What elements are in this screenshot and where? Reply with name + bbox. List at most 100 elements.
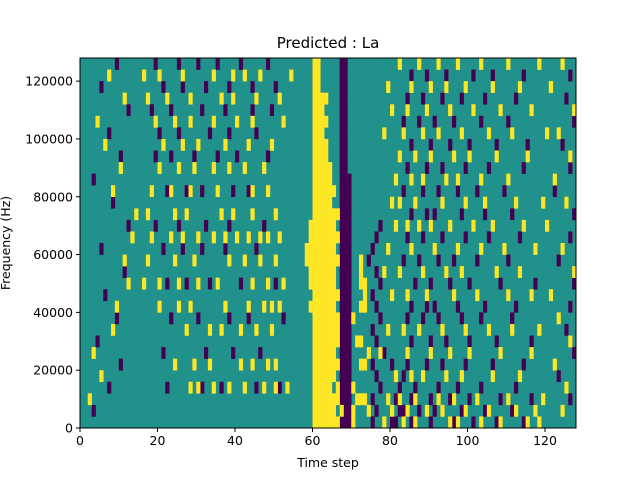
heatmap-cell-high [324,243,329,255]
heatmap-cell-high [266,231,271,244]
heatmap-cell-high [173,254,178,267]
heatmap-cell-low [568,393,573,406]
heatmap-cell-high [188,185,193,198]
y-axis: 0 20000 40000 60000 80000 100000 120000 [25,74,80,436]
heatmap-cell-high [320,312,325,325]
heatmap-cell-low [510,208,515,221]
heatmap-cell-high [405,289,410,302]
heatmap-cell-high [320,104,325,117]
heatmap-cell-low [339,138,344,151]
heatmap-cell-high [401,323,406,336]
heatmap-cell-high [564,196,569,209]
heatmap-cell-high [312,69,317,82]
heatmap-cell-low [510,312,515,325]
heatmap-cell-high [541,196,546,209]
heatmap-cell-low [343,127,348,140]
heatmap-cell-high [331,370,337,383]
heatmap-cell-high [320,404,325,417]
heatmap-cell-high [184,208,189,221]
heatmap-cell-high [324,289,329,302]
heatmap-cell-high [359,266,364,278]
heatmap-cell-high [320,347,325,359]
heatmap-cell-high [417,323,422,336]
heatmap-cell-high [382,266,387,278]
heatmap-cell-high [235,231,240,244]
heatmap-cell-high [149,231,154,244]
heatmap-cell-low [254,381,259,394]
heatmap-cell-high [266,185,271,198]
heatmap-cell-low [421,231,426,244]
heatmap-cell-low [432,115,437,128]
heatmap-cell-low [378,219,383,232]
heatmap-cell-high [169,185,174,198]
heatmap-cell-high [196,277,201,290]
heatmap-cell-high [331,231,337,244]
heatmap-cell-low [246,185,251,198]
heatmap-cell-high [316,393,321,406]
heatmap-cell-high [421,173,426,186]
heatmap-cell-high [328,219,333,232]
heatmap-cell-high [122,92,127,105]
heatmap-cell-high [320,370,325,383]
heatmap-cell-high [145,254,151,267]
heatmap-cell-high [506,58,511,70]
heatmap-cell-high [316,404,321,417]
heatmap-cell-low [479,115,484,128]
heatmap-cell-high [537,416,542,429]
heatmap-cell-low [506,254,511,267]
heatmap-cell-low [227,219,232,232]
heatmap-cell-high [328,358,333,371]
heatmap-cell-high [188,300,193,313]
heatmap-cell-low [409,138,414,151]
heatmap-cell-high [436,393,441,406]
heatmap-cell-low [428,277,433,290]
heatmap-cell-high [328,347,333,359]
heatmap-cell-low [494,335,499,348]
heatmap-cell-low [250,81,255,93]
heatmap-cell-high [331,277,337,290]
heatmap-cell-low [277,381,282,394]
heatmap-cell-high [91,347,96,359]
heatmap-cell-high [448,347,453,359]
heatmap-cell-high [331,208,337,221]
heatmap-cell-low [343,300,348,313]
heatmap-cell-high [320,381,325,394]
heatmap-cell-high [308,243,313,255]
heatmap-cell-low [490,358,495,371]
heatmap-cell-high [316,370,321,383]
heatmap-cell-high [312,266,317,278]
heatmap-cell-high [335,289,340,302]
heatmap-cell-high [312,347,317,359]
heatmap-cell-high [517,266,523,278]
heatmap-cell-high [196,231,201,244]
heatmap-cell-low [180,243,185,255]
heatmap-cell-high [242,254,247,267]
heatmap-cell-high [362,289,368,302]
heatmap-cell-low [448,138,453,151]
heatmap-cell-high [331,300,337,313]
x-tick-label: 20 [150,433,166,448]
heatmap-cell-high [285,381,290,394]
heatmap-cell-high [486,127,492,140]
heatmap-cell-high [262,300,267,313]
heatmap-cell-high [525,150,530,163]
heatmap-cell-high [149,185,154,198]
heatmap-cell-high [359,254,364,267]
heatmap-cell-high [351,416,356,429]
heatmap-cell-high [328,404,333,417]
heatmap-cell-high [545,219,550,232]
heatmap-cell-high [463,404,468,417]
heatmap-cell-low [339,162,344,174]
heatmap-cell-low [506,115,511,128]
heatmap-cell-high [328,289,333,302]
heatmap-cell-low [521,358,526,371]
heatmap-cell-high [568,150,573,163]
heatmap-cell-low [343,69,348,82]
heatmap-cell-high [95,115,100,128]
heatmap-cell-low [339,231,344,244]
heatmap-cell-low [343,208,348,221]
heatmap-cell-low [370,393,375,406]
heatmap-cell-high [467,347,472,359]
heatmap-cell-low [126,104,131,117]
heatmap-cell-low [564,92,569,105]
